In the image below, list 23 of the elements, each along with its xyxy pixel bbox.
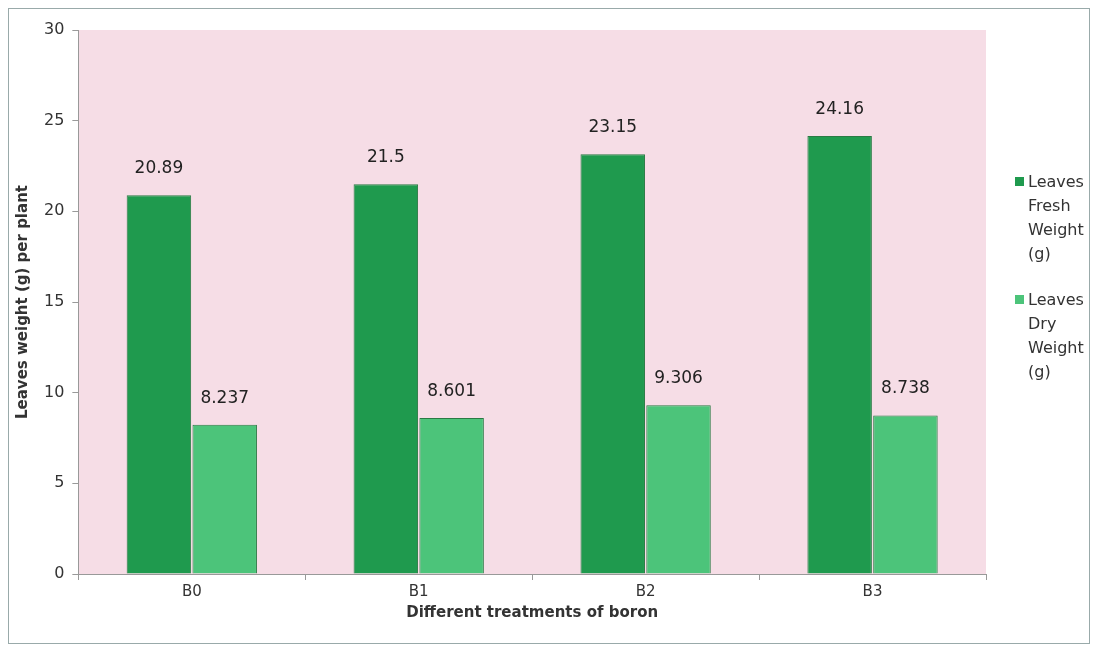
- y-tick-label: 5: [54, 472, 65, 492]
- x-tick-label: B0: [181, 581, 202, 600]
- data-label: 8.738: [881, 377, 930, 398]
- y-tick-label: 20: [44, 200, 65, 220]
- y-tick-label: 15: [44, 291, 65, 311]
- data-label: 23.15: [588, 116, 638, 137]
- legend-label: Leaves Dry Weight (g): [1028, 289, 1085, 383]
- x-tick-label: B1: [408, 581, 429, 600]
- data-label: 9.306: [654, 367, 703, 388]
- y-tick-label: 10: [44, 381, 65, 401]
- data-label: 20.89: [134, 157, 184, 178]
- data-label: 8.601: [427, 379, 476, 400]
- y-tick-label: 25: [44, 109, 65, 129]
- legend-label: Leaves Fresh Weight (g): [1028, 171, 1085, 265]
- data-label: 24.16: [815, 97, 864, 118]
- y-axis-title: Leaves weight (g) per plant: [12, 185, 31, 419]
- data-label: 8.237: [200, 386, 250, 407]
- y-tick-label: 0: [54, 563, 65, 583]
- data-label: 21.5: [366, 146, 405, 167]
- x-tick-label: B2: [635, 581, 656, 600]
- x-tick-label: B3: [862, 581, 883, 600]
- y-tick-label: 30: [44, 19, 65, 39]
- x-axis-title: Different treatments of boron: [406, 602, 659, 621]
